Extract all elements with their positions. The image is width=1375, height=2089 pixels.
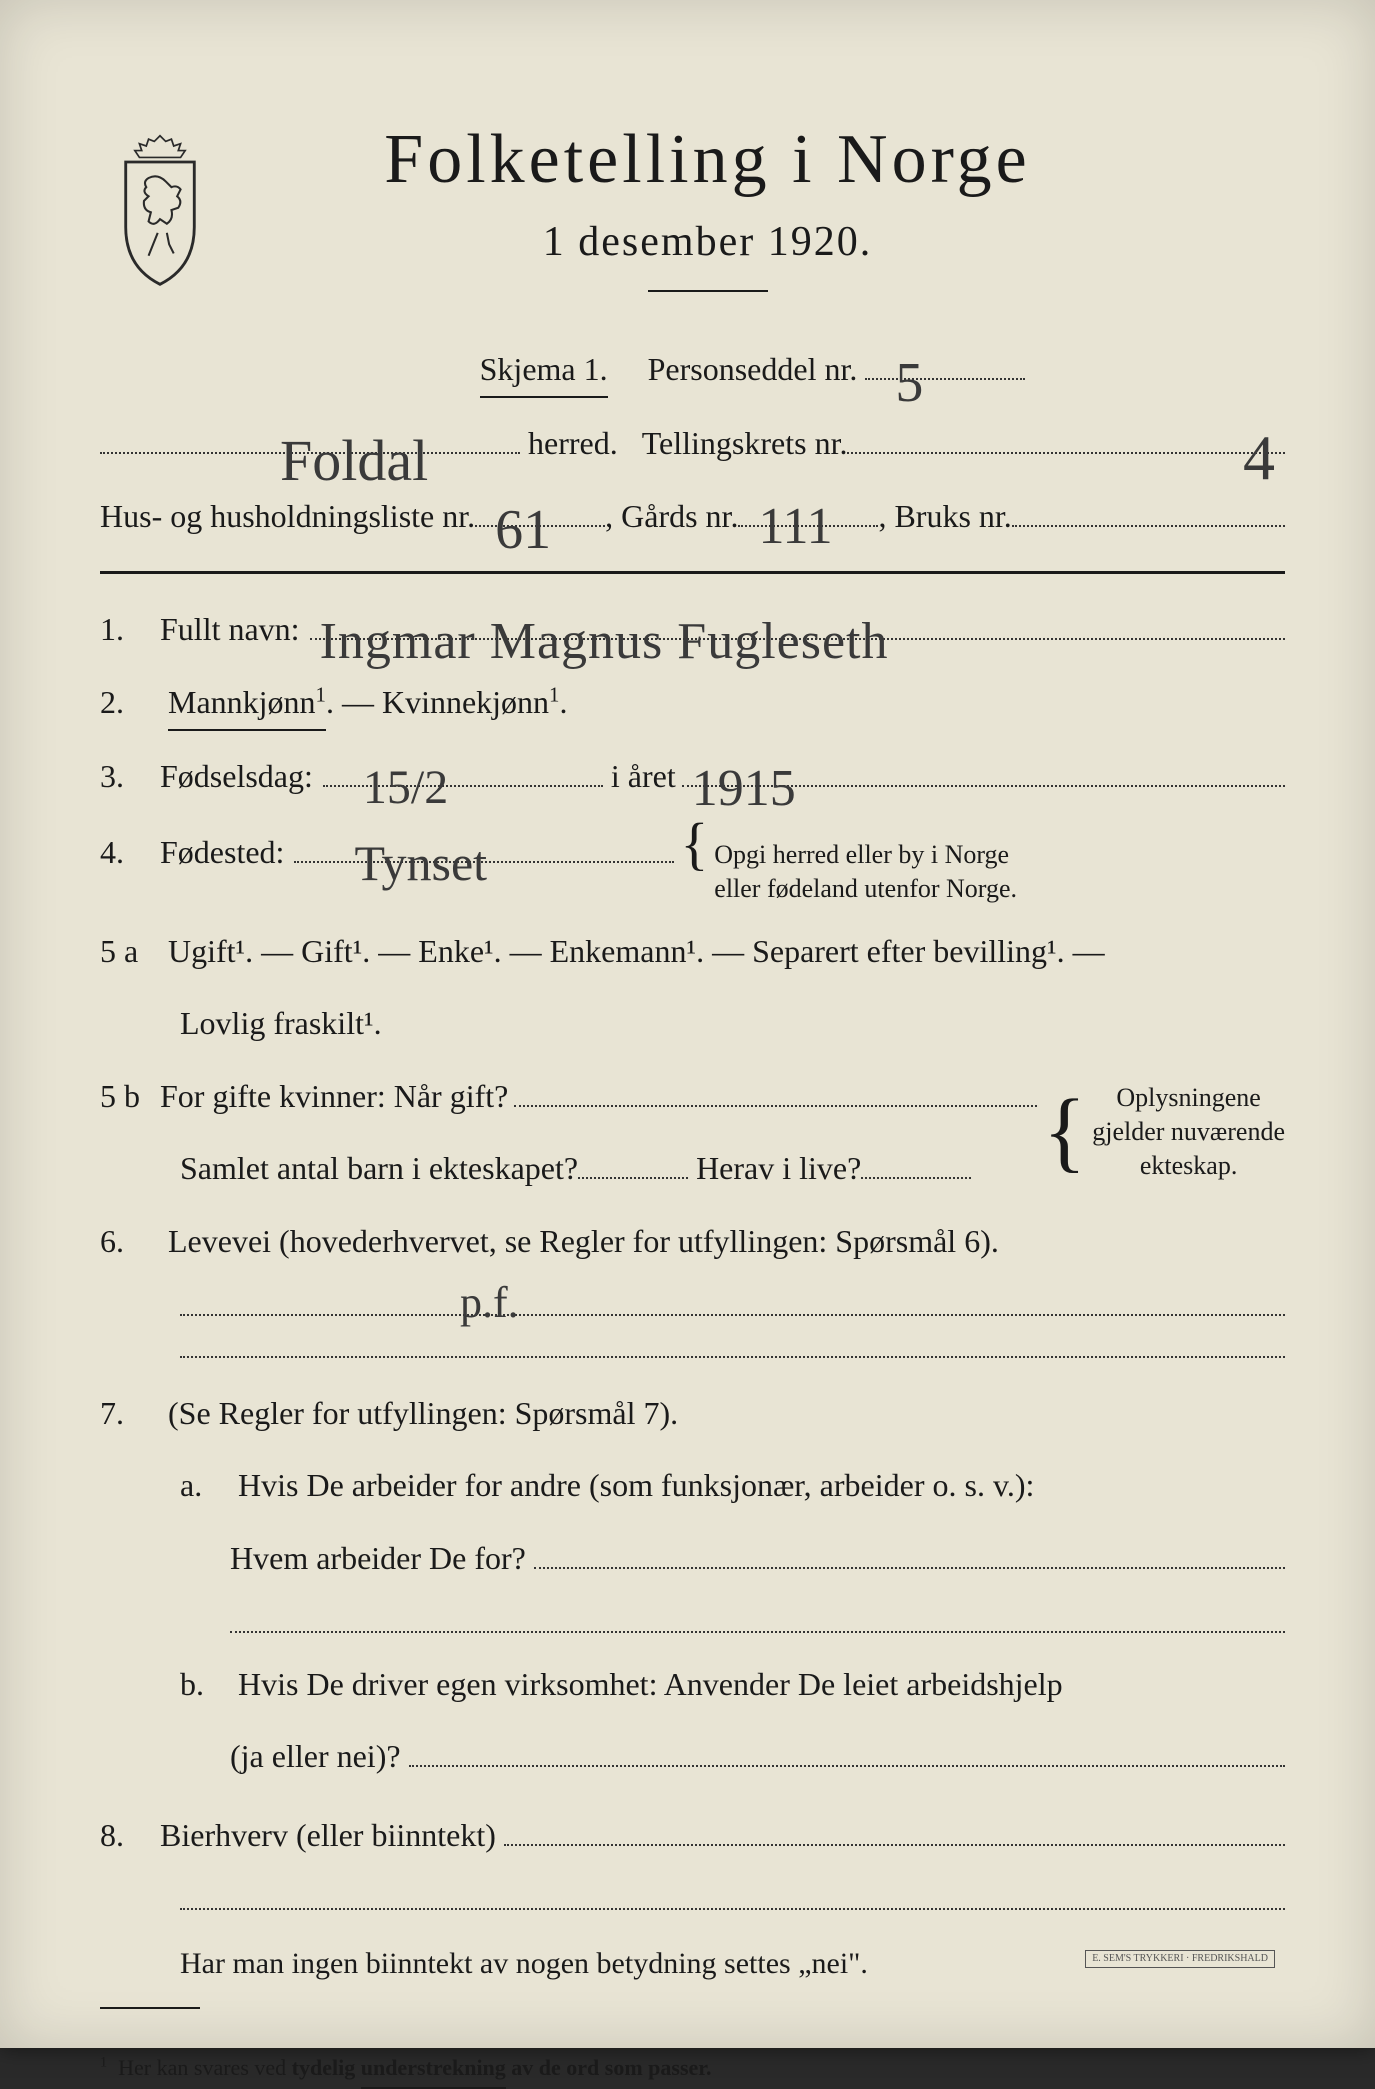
krets-field: 4 [847, 452, 1285, 454]
header: Folketelling i Norge 1 desember 1920. [100, 120, 1285, 332]
q4-num: 4. [100, 825, 160, 879]
q3-label: Fødselsdag: [160, 749, 313, 803]
q7a-l1: Hvis De arbeider for andre (som funksjon… [238, 1467, 1034, 1503]
q7a-l2: Hvem arbeider De for? [230, 1531, 526, 1585]
q5a-opts: Ugift¹. — Gift¹. — Enke¹. — Enkemann¹. —… [168, 933, 1105, 969]
q4-field: Tynset [294, 861, 674, 863]
herred-label: herred. [528, 416, 618, 470]
herred-line: Foldal herred. Tellingskrets nr. 4 [100, 416, 1285, 470]
q6-text: Levevei (hovederhvervet, se Regler for u… [168, 1223, 999, 1259]
q1-num: 1. [100, 602, 160, 656]
q7a-line1: a. Hvis De arbeider for andre (som funks… [100, 1458, 1285, 1512]
q5a-line2: Lovlig fraskilt¹. [100, 996, 1285, 1050]
coat-of-arms-icon [100, 130, 220, 290]
q7b-line2: (ja eller nei)? [100, 1729, 1285, 1783]
q3-num: 3. [100, 749, 160, 803]
q8-line: 8. Bierhverv (eller biinntekt) [100, 1808, 1285, 1862]
q4-label: Fødested: [160, 825, 284, 879]
q1-line: 1. Fullt navn: Ingmar Magnus Fugleseth [100, 602, 1285, 656]
q5b-gift-field [514, 1105, 1037, 1107]
brace-icon: { [680, 821, 708, 867]
q5b-live-field [861, 1177, 971, 1179]
subtitle: 1 desember 1920. [250, 218, 1165, 266]
hus-line: Hus- og husholdningsliste nr. 61 , Gårds… [100, 489, 1285, 543]
q1-value: Ingmar Magnus Fugleseth [320, 598, 889, 686]
hus-value: 61 [495, 483, 551, 578]
q4-note: Opgi herred eller by i Norge eller fødel… [714, 838, 1017, 906]
q2-line: 2. Mannkjønn1. — Kvinnekjønn1. [100, 675, 1285, 731]
q3-day-value: 15/2 [363, 747, 448, 829]
main-title: Folketelling i Norge [250, 120, 1165, 200]
q7b-l1: Hvis De driver egen virksomhet: Anvender… [238, 1666, 1063, 1702]
q7a-num: a. [180, 1458, 230, 1512]
q5a-opts2: Lovlig fraskilt¹. [180, 1005, 382, 1041]
footnote-rule [100, 2007, 200, 2009]
q5b-l1: For gifte kvinner: Når gift? [160, 1069, 508, 1123]
q5b-block: 5 b For gifte kvinner: Når gift? Samlet … [100, 1069, 1285, 1196]
q4-value: Tynset [354, 821, 487, 906]
q8-label: Bierhverv (eller biinntekt) [160, 1808, 496, 1862]
q6-field-2 [180, 1328, 1285, 1358]
personseddel-label: Personseddel nr. [648, 351, 858, 387]
q3-year-field: 1915 [682, 785, 1285, 787]
q7b-num: b. [180, 1657, 230, 1711]
section-rule-1 [100, 571, 1285, 574]
q3-line: 3. Fødselsdag: 15/2 i året 1915 [100, 749, 1285, 803]
footnote-text: Her kan svares ved tydelig understreknin… [118, 2055, 711, 2080]
title-rule [648, 290, 768, 292]
census-form-page: Folketelling i Norge 1 desember 1920. Sk… [0, 0, 1375, 2048]
q8-field [504, 1844, 1285, 1846]
q4-line: 4. Fødested: Tynset { Opgi herred eller … [100, 821, 1285, 906]
q5b-note: Oplysningene gjelder nuværende ekteskap. [1092, 1081, 1285, 1182]
q7b-field [409, 1765, 1285, 1767]
hus-field: 61 [475, 525, 605, 527]
q5b-barn-field [578, 1177, 688, 1179]
q7-num: 7. [100, 1386, 160, 1440]
q7b-l2: (ja eller nei)? [230, 1729, 401, 1783]
q5b-l2b: Herav i live? [696, 1141, 861, 1195]
schema-prefix: Skjema 1. [480, 342, 608, 398]
brace-icon: { [1043, 1096, 1086, 1168]
bruks-field [1012, 525, 1285, 527]
q5b-l2a: Samlet antal barn i ekteskapet? [180, 1141, 578, 1195]
q7-line: 7. (Se Regler for utfyllingen: Spørsmål … [100, 1386, 1285, 1440]
gards-label: , Gårds nr. [605, 489, 738, 543]
q8-num: 8. [100, 1808, 160, 1862]
form-body: Skjema 1. Personseddel nr. 5 Foldal herr… [100, 342, 1285, 2089]
q6-line: 6. Levevei (hovederhvervet, se Regler fo… [100, 1214, 1285, 1268]
gards-value: 111 [758, 483, 832, 571]
q2-num: 2. [100, 675, 160, 729]
q7a-field-2 [230, 1603, 1285, 1633]
q5a-line: 5 a Ugift¹. — Gift¹. — Enke¹. — Enkemann… [100, 924, 1285, 978]
printer-mark: E. SEM'S TRYKKERI · FREDRIKSHALD [1085, 1950, 1275, 1968]
gards-field: 111 [738, 525, 878, 527]
q3-mid: i året [611, 749, 676, 803]
q7b-line1: b. Hvis De driver egen virksomhet: Anven… [100, 1657, 1285, 1711]
q3-day-field: 15/2 [323, 785, 603, 787]
q1-field: Ingmar Magnus Fugleseth [310, 638, 1285, 640]
bruks-label: , Bruks nr. [878, 489, 1011, 543]
herred-field: Foldal [100, 452, 520, 454]
personseddel-field: 5 [865, 378, 1025, 380]
schema-line: Skjema 1. Personseddel nr. 5 [100, 342, 1285, 398]
footnote: 1 Her kan svares ved tydelig understrekn… [100, 2049, 1285, 2088]
q5b-num: 5 b [100, 1069, 160, 1123]
q6-field-1: p.f. [180, 1286, 1285, 1316]
hus-label: Hus- og husholdningsliste nr. [100, 489, 475, 543]
q2-kvinne: Kvinnekjønn1 [382, 684, 560, 720]
title-block: Folketelling i Norge 1 desember 1920. [250, 120, 1285, 332]
q5a-num: 5 a [100, 924, 160, 978]
q8-field-2 [180, 1880, 1285, 1910]
q2-mann: Mannkjønn1 [168, 675, 326, 731]
q7a-field [534, 1567, 1285, 1569]
q6-num: 6. [100, 1214, 160, 1268]
krets-label: Tellingskrets nr. [642, 416, 848, 470]
q7-text: (Se Regler for utfyllingen: Spørsmål 7). [168, 1395, 678, 1431]
q7a-line2: Hvem arbeider De for? [100, 1531, 1285, 1585]
q1-label: Fullt navn: [160, 602, 300, 656]
